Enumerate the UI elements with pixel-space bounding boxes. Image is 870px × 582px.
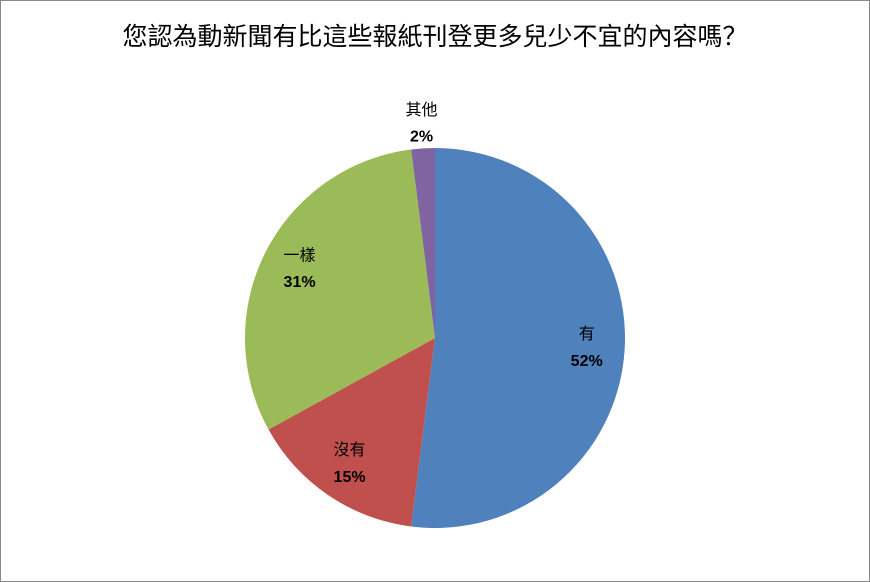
pie-slice — [245, 149, 435, 430]
pie-slice — [411, 148, 435, 338]
slice-value-label: 52% — [571, 353, 603, 370]
slice-value-label: 31% — [284, 274, 316, 291]
slice-value-label: 15% — [334, 469, 366, 486]
chart-title: 您認為動新聞有比這些報紙刊登更多兒少不宜的內容嗎？ — [122, 22, 748, 51]
slice-value-label: 2% — [410, 129, 433, 146]
slice-label: 其他 — [405, 100, 437, 119]
slice-label: 有 — [579, 324, 595, 343]
slice-label: 沒有 — [334, 440, 366, 459]
pie-slice — [411, 148, 625, 528]
pie-slice — [268, 338, 435, 527]
slice-label: 一樣 — [284, 245, 316, 264]
